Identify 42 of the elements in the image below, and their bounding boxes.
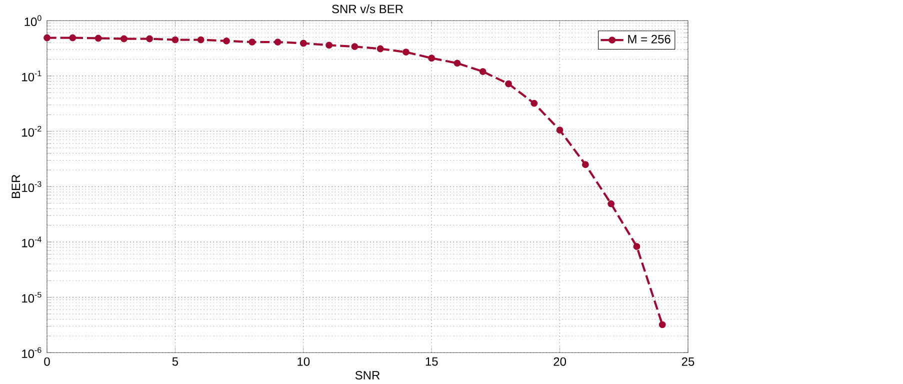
legend-label: M = 256	[628, 34, 670, 44]
point	[582, 161, 589, 168]
x-tick-label: 15	[426, 357, 438, 366]
point	[505, 80, 512, 88]
point	[300, 40, 307, 47]
point	[274, 38, 282, 46]
y-axis-title: BER	[12, 174, 20, 198]
point	[248, 38, 256, 46]
point	[94, 34, 102, 42]
x-axis-title: SNR	[355, 371, 380, 380]
y-tick-label: 10$^{-6}$	[22, 347, 42, 358]
point	[223, 37, 230, 44]
x-tick-label: 0	[44, 357, 50, 366]
x-tick-label: 20	[554, 357, 566, 366]
y-tick-label: 10$^{-5}$	[22, 292, 42, 303]
point	[146, 35, 154, 42]
point	[428, 54, 436, 62]
chart-title: SNR v/s BER	[332, 4, 403, 14]
x-tick-label: 10	[298, 357, 310, 366]
point	[69, 34, 76, 42]
point	[479, 68, 486, 76]
point	[172, 36, 179, 44]
point	[658, 321, 666, 328]
point	[454, 60, 461, 67]
point	[120, 35, 128, 42]
x-tick-label: 25	[682, 357, 694, 366]
point	[556, 126, 564, 134]
point	[351, 43, 358, 50]
point	[633, 243, 640, 250]
y-tick-label: 10$^{-3}$	[22, 181, 42, 192]
point	[530, 100, 538, 107]
point	[402, 48, 410, 56]
y-tick-label: 10$^{-1}$	[22, 70, 42, 82]
point	[608, 200, 615, 208]
point	[44, 34, 50, 42]
y-tick-label: 10$^{0}$	[24, 15, 42, 26]
y-tick-label: 10$^{-4}$	[22, 236, 42, 248]
y-tick-label: 10$^{-2}$	[22, 126, 42, 137]
point	[376, 45, 384, 52]
x-tick-label: 5	[172, 357, 178, 366]
point	[326, 42, 333, 49]
point	[197, 36, 204, 44]
